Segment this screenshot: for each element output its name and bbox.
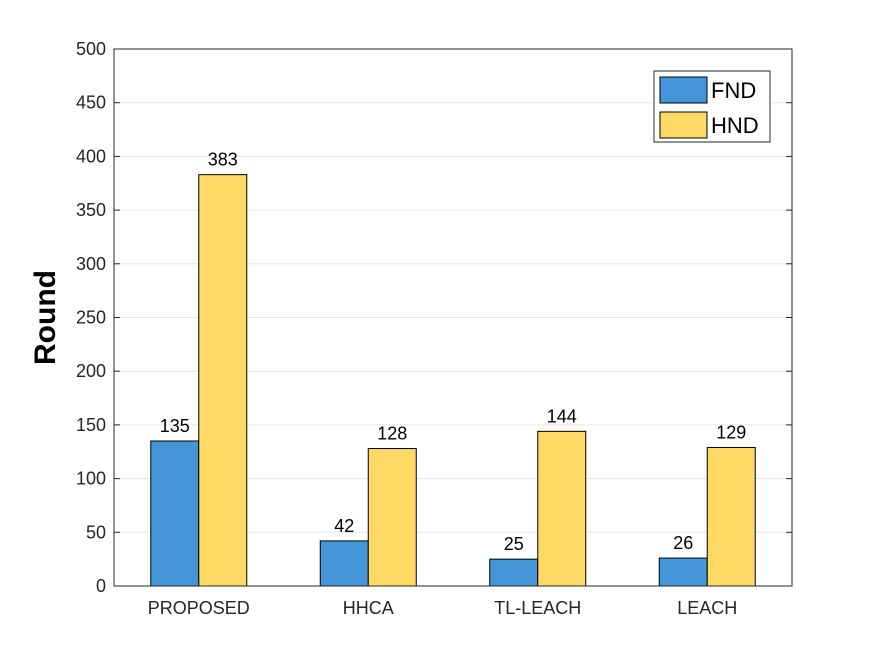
data-label: 135 xyxy=(160,416,190,436)
y-tick-label: 200 xyxy=(76,361,106,381)
bar-fnd xyxy=(319,540,369,587)
y-axis-ticks: 0 50 100 150 200 250 300 350 400 450 500 xyxy=(76,39,792,596)
legend-label: FND xyxy=(711,78,756,103)
bars xyxy=(150,174,756,587)
y-tick-label: 250 xyxy=(76,308,106,328)
x-axis-category-labels: PROPOSED HHCA TL-LEACH LEACH xyxy=(148,580,737,618)
bar-hnd xyxy=(706,446,756,587)
data-label: 25 xyxy=(504,534,524,554)
data-label: 42 xyxy=(334,516,354,536)
bar-hnd xyxy=(537,430,587,587)
bar-fnd xyxy=(150,440,200,587)
data-label: 26 xyxy=(673,533,693,553)
bar-hnd xyxy=(367,448,417,587)
x-category-label: PROPOSED xyxy=(148,598,250,618)
data-label: 128 xyxy=(377,424,407,444)
legend-swatch-hnd xyxy=(659,111,708,139)
legend-label: HND xyxy=(711,113,759,138)
y-axis-title: Round xyxy=(29,270,62,365)
data-labels: 135 383 42 128 25 144 26 129 xyxy=(160,150,747,554)
bar-hnd xyxy=(198,174,248,587)
bar-fnd xyxy=(489,558,539,587)
data-label: 129 xyxy=(716,422,746,442)
y-tick-label: 300 xyxy=(76,254,106,274)
y-tick-label: 500 xyxy=(76,39,106,59)
y-tick-label: 50 xyxy=(86,522,106,542)
data-label: 383 xyxy=(208,150,238,170)
y-tick-label: 400 xyxy=(76,146,106,166)
bar-fnd xyxy=(658,557,708,587)
y-tick-label: 0 xyxy=(96,576,106,596)
x-category-label: LEACH xyxy=(677,598,737,618)
y-tick-label: 150 xyxy=(76,415,106,435)
x-category-label: TL-LEACH xyxy=(494,598,581,618)
x-category-label: HHCA xyxy=(343,598,394,618)
data-label: 144 xyxy=(547,406,577,426)
legend-swatch-fnd xyxy=(659,76,708,104)
y-tick-label: 100 xyxy=(76,469,106,489)
y-tick-label: 350 xyxy=(76,200,106,220)
legend: FND HND xyxy=(653,70,771,143)
y-tick-label: 450 xyxy=(76,93,106,113)
